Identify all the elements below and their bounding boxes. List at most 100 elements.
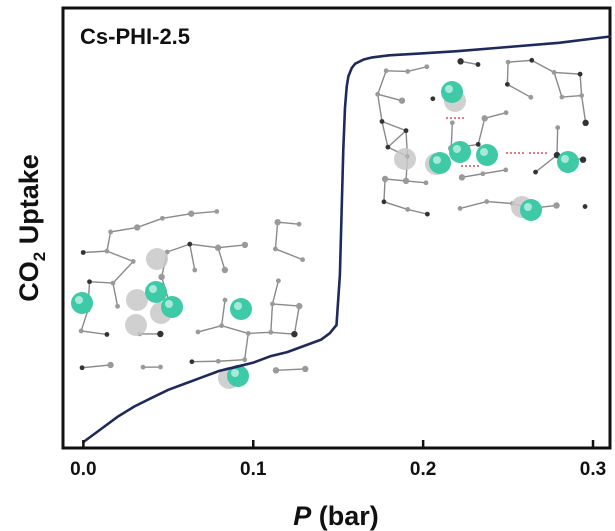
framework-bond <box>508 59 532 63</box>
cs-ion-highlight <box>231 369 239 377</box>
framework-structure-high-pressure <box>375 57 589 221</box>
framework-atom <box>195 329 201 335</box>
framework-atom <box>274 219 281 226</box>
framework-bond <box>450 122 454 149</box>
framework-bond <box>112 260 134 284</box>
cs-ion-teal <box>441 81 463 103</box>
framework-bond <box>381 121 389 148</box>
framework-bond <box>162 212 192 219</box>
framework-atom <box>215 358 221 364</box>
cs-ion-teal <box>145 281 167 303</box>
cs-ion-highlight <box>75 296 83 304</box>
framework-bond <box>270 331 295 335</box>
framework-bond <box>189 243 196 271</box>
framework-bond <box>217 244 245 249</box>
framework-atom <box>405 69 411 74</box>
framework-bond <box>83 250 107 254</box>
framework-atom <box>140 364 146 370</box>
framework-atom <box>80 250 86 255</box>
framework-atom <box>242 357 248 363</box>
y-axis-subscript: 2 <box>30 252 49 261</box>
framework-atom <box>87 279 92 285</box>
cs-ion-teal <box>476 144 498 166</box>
cs-ion-grey <box>394 148 416 170</box>
x-tick-label: 0.3 <box>580 459 606 480</box>
framework-atom <box>381 199 387 205</box>
cs-ion-teal <box>449 141 471 163</box>
framework-bond <box>189 243 219 249</box>
framework-atom <box>192 267 198 273</box>
framework-bond <box>275 368 306 372</box>
x-tick-label: 0.1 <box>240 459 267 480</box>
framework-atom <box>529 57 535 63</box>
framework-atom <box>133 224 141 231</box>
framework-bond <box>387 130 407 148</box>
framework-atom <box>296 221 302 227</box>
isotherm-line <box>82 35 612 444</box>
framework-bond <box>218 358 245 362</box>
framework-atom <box>484 199 490 204</box>
framework-structure-low-pressure <box>71 209 309 389</box>
framework-atom <box>579 156 587 163</box>
framework-atom <box>157 330 164 338</box>
framework-bond <box>81 364 111 369</box>
framework-atom <box>457 206 463 211</box>
framework-atom <box>300 257 305 263</box>
framework-bond <box>553 72 563 98</box>
framework-bond <box>561 94 582 98</box>
cs-ion-grey <box>146 248 168 270</box>
framework-bond <box>407 66 427 73</box>
cs-ion-highlight <box>561 155 569 163</box>
framework-atom <box>245 330 251 336</box>
framework-atom <box>78 328 84 334</box>
framework-bond <box>221 325 249 335</box>
x-axis-unit: (bar) <box>311 501 379 531</box>
framework-atom <box>577 71 583 77</box>
x-axis-ticks: 0.0 0.1 0.2 0.3 <box>70 440 606 480</box>
framework-bond <box>535 154 558 173</box>
framework-bond <box>81 330 108 336</box>
framework-atom <box>551 69 557 75</box>
framework-atom <box>158 364 163 370</box>
framework-atom <box>505 59 511 65</box>
framework-atom <box>430 96 436 102</box>
framework-atom <box>214 244 222 251</box>
framework-bond <box>531 59 555 74</box>
framework-bond <box>106 250 134 263</box>
framework-atom <box>402 177 410 185</box>
framework-bond <box>248 331 271 335</box>
framework-atom <box>381 175 389 183</box>
framework-atom <box>115 303 120 309</box>
cs-ion-teal <box>557 151 579 173</box>
framework-bond <box>405 180 427 184</box>
cs-ion-highlight <box>445 85 453 93</box>
framework-bond <box>220 299 226 326</box>
framework-bond <box>384 178 407 182</box>
framework-bond <box>484 111 507 119</box>
framework-bond <box>580 95 587 123</box>
framework-bond <box>377 70 387 95</box>
cs-ion-highlight <box>165 300 173 308</box>
y-axis-title: CO2 Uptake <box>14 154 49 302</box>
framework-bond <box>166 243 191 253</box>
cs-ion-teal <box>230 298 252 320</box>
framework-bond <box>506 62 509 85</box>
framework-bond <box>272 303 300 307</box>
framework-atom <box>503 110 509 116</box>
framework-bond <box>112 282 119 307</box>
x-axis-symbol: P <box>293 501 312 531</box>
cs-ion-teal <box>161 296 183 318</box>
framework-atom <box>403 128 409 134</box>
cs-ion-highlight <box>480 148 488 156</box>
framework-atom <box>219 323 225 329</box>
framework-atom <box>423 180 429 186</box>
framework-atom <box>504 81 510 87</box>
framework-atom <box>458 174 466 181</box>
framework-bond <box>482 169 506 175</box>
framework-atom <box>221 266 229 274</box>
framework-bond <box>274 222 279 249</box>
framework-bond <box>277 221 300 225</box>
framework-atom <box>214 209 220 214</box>
cs-ion-grey <box>126 289 148 311</box>
framework-atom <box>375 91 381 97</box>
